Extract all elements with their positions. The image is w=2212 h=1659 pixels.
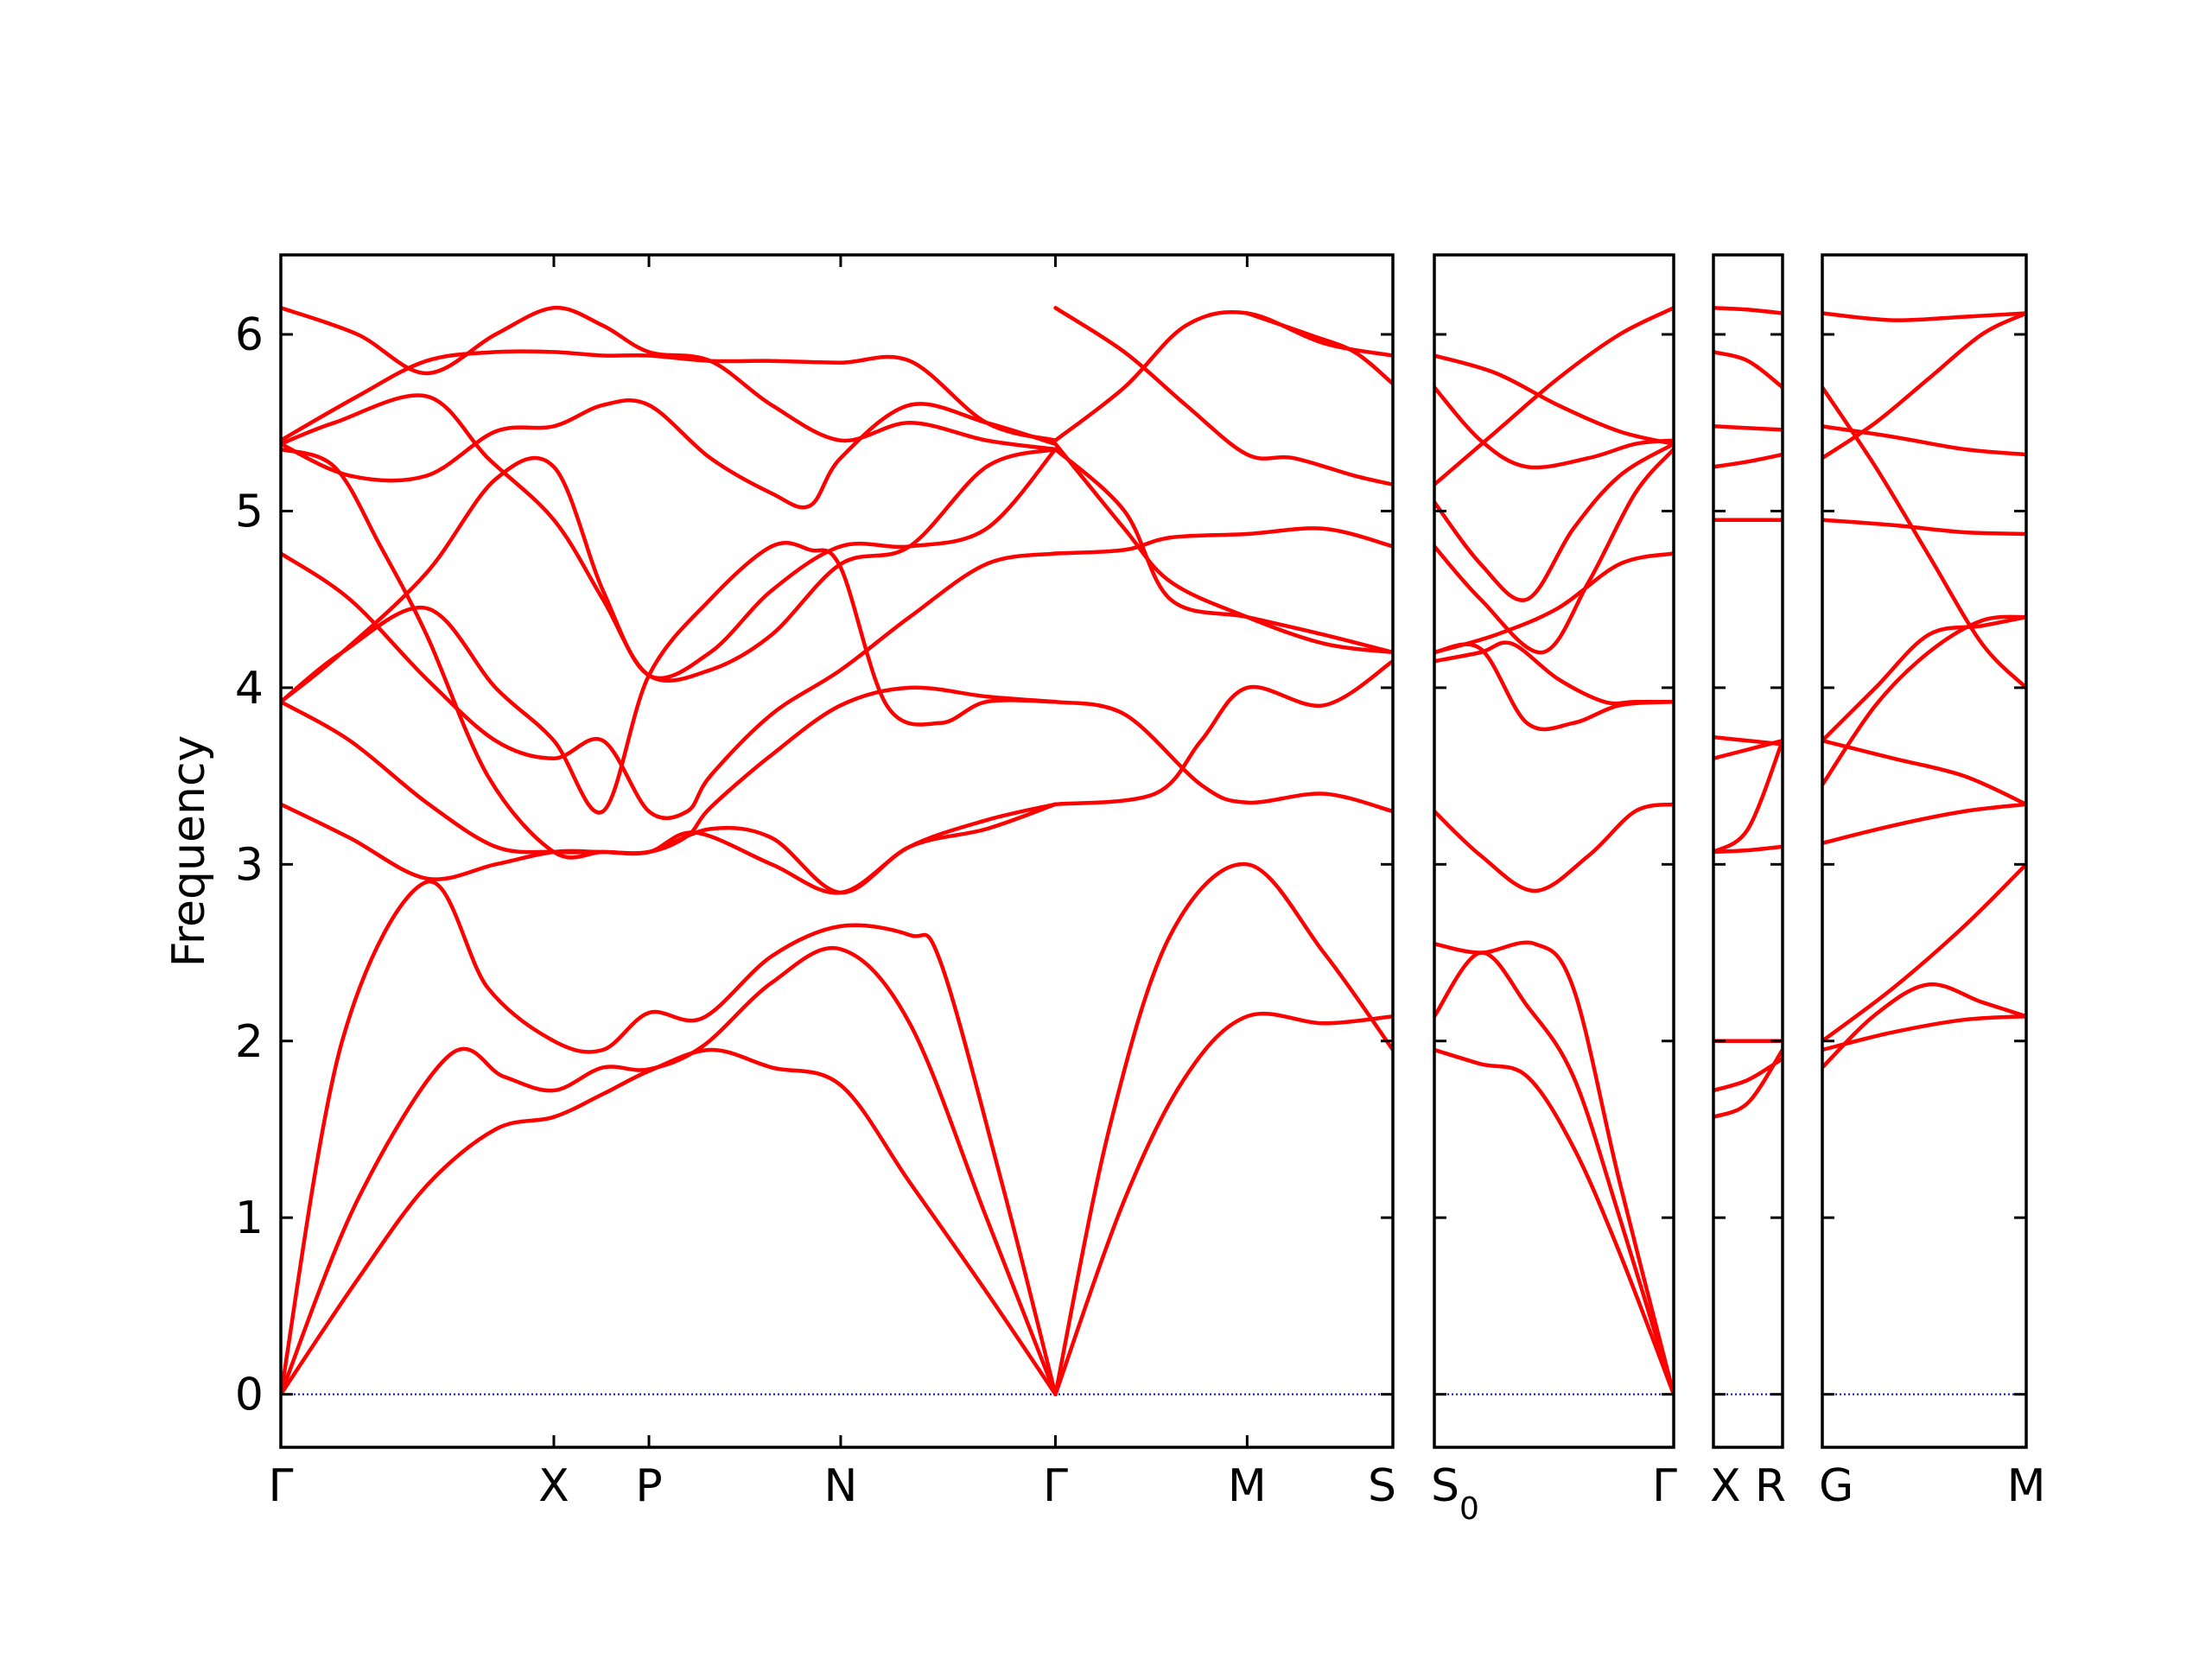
panel-1-band-13	[281, 306, 1058, 452]
panel-4-band-4	[1822, 802, 2026, 846]
panel-4-band-3	[1822, 862, 2026, 1044]
panel-1-band-17	[1053, 699, 1393, 814]
panel-1-band-18	[1053, 526, 1393, 556]
panel-4-band-2	[1822, 1014, 2026, 1052]
panel-1-band-5	[281, 685, 1058, 855]
panel-3-band-7	[1713, 734, 1783, 747]
panel-1-band-14	[1053, 861, 1393, 1396]
panel-1-band-6	[281, 551, 1058, 821]
panel-1-xtick-label: X	[538, 1460, 569, 1512]
panel-3-frame	[1712, 253, 1784, 1449]
y-tick-label: 3	[235, 839, 264, 891]
panel-2-xtick-subscript: 0	[1459, 1491, 1479, 1527]
panel-3-band-10	[1713, 424, 1783, 432]
panel-3-xtick-label: R	[1755, 1460, 1786, 1512]
panel-2-band-10	[1434, 385, 1674, 470]
panel-1-band-15	[1053, 1011, 1393, 1396]
panel-4-xtick-label: G	[1819, 1460, 1853, 1512]
panel-1-band-7	[281, 541, 1058, 815]
panel-4-band-11	[1822, 311, 2026, 461]
panel-3-xtick-label: X	[1710, 1460, 1741, 1512]
panel-3-band-12	[1713, 306, 1783, 315]
panel-3-band-2	[1713, 1056, 1783, 1093]
panel-2-xtick-label: S0	[1431, 1460, 1479, 1527]
panel-2-band-9	[1434, 442, 1674, 602]
panel-1-band-1	[281, 1047, 1058, 1396]
panel-1-band-10	[281, 397, 1058, 510]
panel-3-bands	[1713, 306, 1783, 1119]
panel-1-xtick-label: N	[823, 1460, 857, 1512]
panel-4-band-1	[1822, 982, 2026, 1070]
panel-1-band-19	[1053, 442, 1393, 655]
panel-4-band-7	[1822, 614, 2026, 743]
panel-4-band-12	[1822, 311, 2026, 322]
panel-1-xtick-label: M	[1228, 1460, 1267, 1512]
panel-4-band-8	[1822, 518, 2026, 537]
panel-1-band-22	[1053, 310, 1393, 442]
panel-2-frame	[1433, 253, 1675, 1449]
panel-4-band-6	[1822, 614, 2026, 787]
panel-1-xtick-label: S	[1368, 1460, 1396, 1512]
panel-1-band-3	[281, 880, 1058, 1396]
panel-2-xtick-label: Γ	[1652, 1460, 1677, 1512]
panel-1-frame	[279, 253, 1395, 1449]
panel-4-frame	[1821, 253, 2028, 1449]
panel-2: S0 Γ	[1431, 253, 1677, 1527]
panel-1-band-20	[1053, 447, 1393, 655]
panel-1-band-12	[281, 349, 1058, 442]
panel-3-band-4	[1713, 844, 1783, 855]
panel-1-band-23	[1245, 311, 1393, 386]
panel-2-band-2	[1434, 950, 1674, 1396]
panel-4-band-5	[1822, 738, 2026, 807]
panel-1-band-9	[281, 447, 1058, 895]
panel-2-band-1	[1434, 1047, 1674, 1396]
y-tick-label: 1	[235, 1192, 264, 1244]
panel-1-band-11	[281, 393, 1058, 683]
panel-1-band-16	[1053, 658, 1393, 807]
panel-2-band-3	[1434, 940, 1674, 1396]
y-tick-label: 6	[235, 309, 264, 361]
panel-3-band-11	[1713, 350, 1783, 390]
panel-3-band-9	[1713, 452, 1783, 469]
panel-2-band-11	[1434, 306, 1674, 487]
panel-2-band-8	[1434, 447, 1674, 655]
y-axis-title: Frequency	[163, 735, 215, 968]
panel-1-bands	[281, 306, 1393, 1396]
panel-2-band-12	[1434, 353, 1674, 447]
panel-4-bands	[1822, 311, 2026, 1070]
panel-2-band-4	[1434, 802, 1674, 893]
panel-2-band-7	[1434, 551, 1674, 655]
panel-1-band-21	[1053, 306, 1393, 487]
panel-1-band-2	[281, 945, 1058, 1396]
panel-2-bands	[1434, 306, 1674, 1396]
panel-1-xtick-label: P	[635, 1460, 662, 1512]
panel-2-band-5	[1434, 640, 1674, 706]
panel-4-xtick-label: M	[2007, 1460, 2046, 1512]
panel-1-xtick-label: Γ	[269, 1460, 294, 1512]
panel-1-xtick-label: Γ	[1043, 1460, 1068, 1512]
panel-3-band-1	[1713, 1047, 1783, 1119]
panel-2-band-6	[1434, 642, 1674, 732]
panel-3-band-5	[1713, 738, 1783, 855]
y-tick-label: 2	[235, 1016, 264, 1068]
y-tick-label: 5	[235, 486, 264, 537]
y-tick-label: 4	[235, 663, 264, 715]
panel-4-band-10	[1822, 424, 2026, 457]
y-tick-label: 0	[235, 1370, 264, 1421]
